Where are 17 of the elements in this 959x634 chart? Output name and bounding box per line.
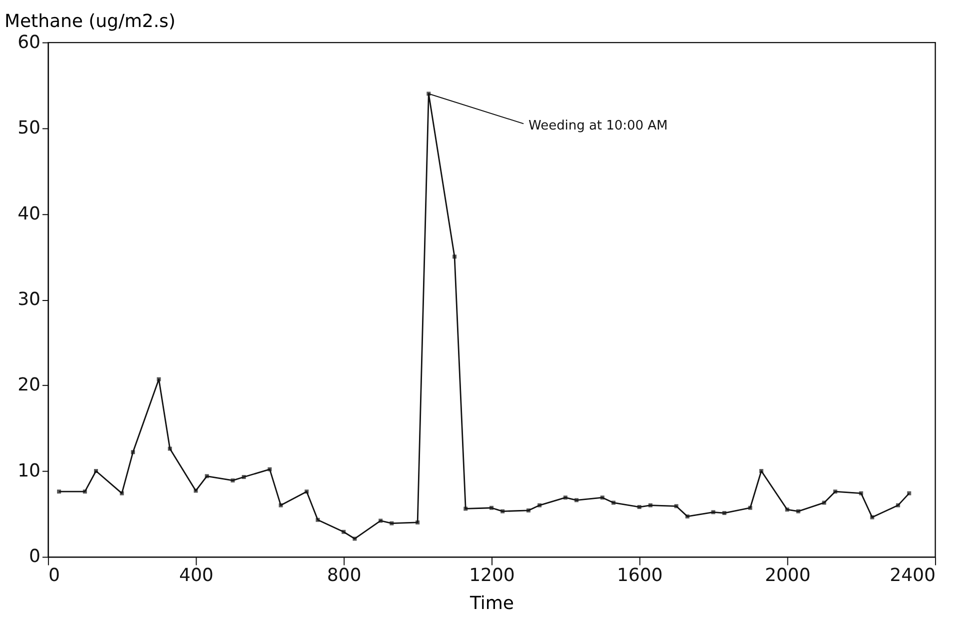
- y-tick-label: 30: [18, 289, 40, 310]
- x-tick-label: 1200: [469, 565, 515, 586]
- annotation: Weeding at 10:00 AM: [528, 118, 668, 134]
- x-tick-label: 1600: [616, 565, 663, 586]
- x-tick-label: 400: [179, 565, 214, 586]
- y-tick-label: 10: [18, 460, 40, 482]
- x-tick-label: 0: [48, 565, 60, 586]
- y-tick-label: 50: [18, 118, 40, 139]
- x-tick-label: 2000: [764, 565, 811, 586]
- x-tick-label: 800: [326, 565, 362, 586]
- x-axis-title: Time: [468, 593, 514, 614]
- y-axis-title: Methane (ug/m2.s): [4, 10, 176, 32]
- y-tick-label: 20: [18, 374, 40, 396]
- y-tick-label: 40: [18, 203, 40, 224]
- y-tick-label: 0: [29, 546, 40, 568]
- x-tick-label: 2400: [890, 565, 936, 586]
- y-tick-label: 60: [18, 32, 40, 53]
